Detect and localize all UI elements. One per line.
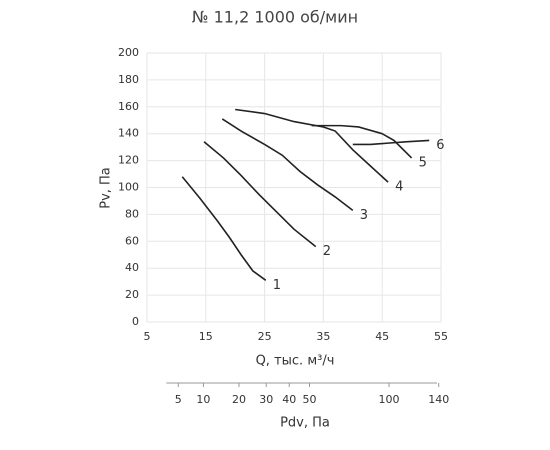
x2-tick-label: 5 [175, 393, 182, 406]
y-tick-label: 200 [118, 46, 139, 59]
x2-tick-label: 20 [232, 393, 246, 406]
curve [311, 124, 413, 159]
curve-label: 2 [323, 244, 331, 259]
x2-tick-label: 140 [428, 393, 449, 406]
y-tick-label: 120 [118, 154, 139, 167]
y-tick-label: 0 [132, 315, 139, 328]
x2-tick-label: 40 [282, 393, 296, 406]
x-tick-label: 5 [144, 330, 151, 343]
y-tick-label: 160 [118, 100, 139, 113]
x-tick-label: 15 [199, 330, 213, 343]
x2-tick-label: 50 [303, 393, 317, 406]
y-tick-label: 100 [118, 181, 139, 194]
curve-label: 1 [273, 278, 281, 293]
x2-tick-label: 10 [196, 393, 210, 406]
x-tick-label: 55 [434, 330, 448, 343]
curve-label: 5 [419, 155, 427, 170]
y-tick-label: 20 [125, 288, 139, 301]
x-tick-label: 45 [375, 330, 389, 343]
curve-label: 4 [395, 180, 403, 195]
y-axis-label: Pv, Па [99, 167, 114, 209]
x-axis-label: Q, тыс. м³/ч [256, 354, 335, 369]
y-tick-label: 60 [125, 234, 139, 247]
curve-label: 6 [436, 138, 444, 153]
curve [181, 176, 267, 281]
y-tick-label: 140 [118, 127, 139, 140]
x-tick-label: 35 [316, 330, 330, 343]
x2-tick-label: 30 [259, 393, 273, 406]
curve [203, 141, 317, 248]
curve [235, 108, 389, 183]
curve-label: 3 [360, 208, 368, 223]
curve [352, 139, 430, 146]
x2-axis-label: Pdv, Па [280, 416, 330, 431]
y-tick-label: 80 [125, 207, 139, 220]
chart-title: № 11,2 1000 об/мин [192, 8, 358, 27]
y-tick-label: 40 [125, 261, 139, 274]
curve [221, 118, 354, 212]
y-tick-label: 180 [118, 73, 139, 86]
x2-tick-label: 100 [378, 393, 399, 406]
x-tick-label: 25 [258, 330, 272, 343]
